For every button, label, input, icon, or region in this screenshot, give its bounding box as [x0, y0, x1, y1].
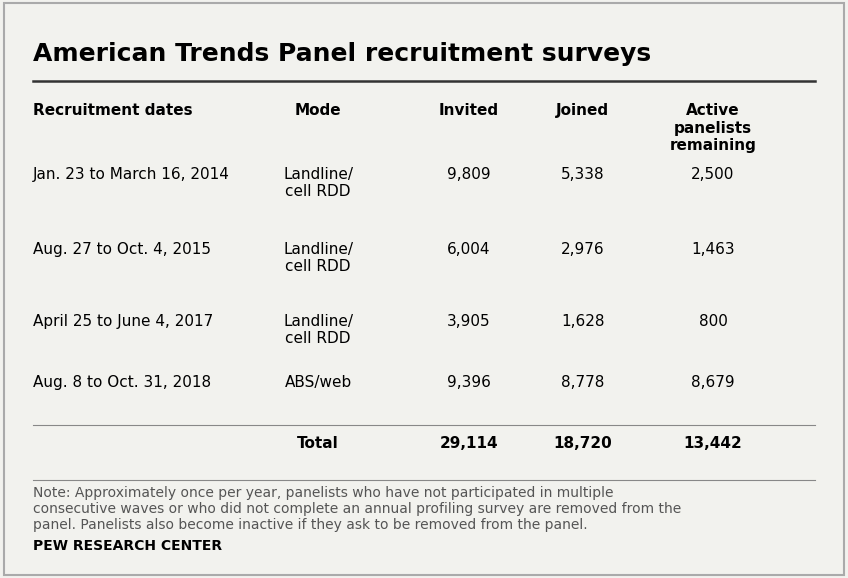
- Text: Jan. 23 to March 16, 2014: Jan. 23 to March 16, 2014: [33, 167, 230, 182]
- Text: 9,809: 9,809: [447, 167, 491, 182]
- Text: Landline/
cell RDD: Landline/ cell RDD: [283, 242, 353, 274]
- Text: Landline/
cell RDD: Landline/ cell RDD: [283, 314, 353, 346]
- Text: Joined: Joined: [556, 103, 610, 118]
- Text: Total: Total: [298, 436, 339, 451]
- Text: 29,114: 29,114: [439, 436, 498, 451]
- Text: 1,628: 1,628: [561, 314, 605, 329]
- Text: 9,396: 9,396: [447, 375, 491, 390]
- Text: 8,778: 8,778: [561, 375, 605, 390]
- Text: 800: 800: [699, 314, 728, 329]
- Text: April 25 to June 4, 2017: April 25 to June 4, 2017: [33, 314, 214, 329]
- Text: Aug. 27 to Oct. 4, 2015: Aug. 27 to Oct. 4, 2015: [33, 242, 211, 257]
- Text: Landline/
cell RDD: Landline/ cell RDD: [283, 167, 353, 199]
- Text: 13,442: 13,442: [683, 436, 742, 451]
- Text: 8,679: 8,679: [691, 375, 735, 390]
- Text: Mode: Mode: [295, 103, 342, 118]
- Text: 2,976: 2,976: [561, 242, 605, 257]
- Text: 18,720: 18,720: [554, 436, 612, 451]
- Text: Invited: Invited: [438, 103, 499, 118]
- Text: American Trends Panel recruitment surveys: American Trends Panel recruitment survey…: [33, 42, 651, 66]
- Text: Active
panelists
remaining: Active panelists remaining: [670, 103, 756, 153]
- Text: 2,500: 2,500: [691, 167, 734, 182]
- Text: PEW RESEARCH CENTER: PEW RESEARCH CENTER: [33, 539, 222, 553]
- Text: 3,905: 3,905: [447, 314, 491, 329]
- Text: 1,463: 1,463: [691, 242, 735, 257]
- Text: ABS/web: ABS/web: [285, 375, 352, 390]
- Text: Aug. 8 to Oct. 31, 2018: Aug. 8 to Oct. 31, 2018: [33, 375, 211, 390]
- Text: Recruitment dates: Recruitment dates: [33, 103, 192, 118]
- Text: 6,004: 6,004: [447, 242, 490, 257]
- Text: 5,338: 5,338: [561, 167, 605, 182]
- Text: Note: Approximately once per year, panelists who have not participated in multip: Note: Approximately once per year, panel…: [33, 486, 682, 532]
